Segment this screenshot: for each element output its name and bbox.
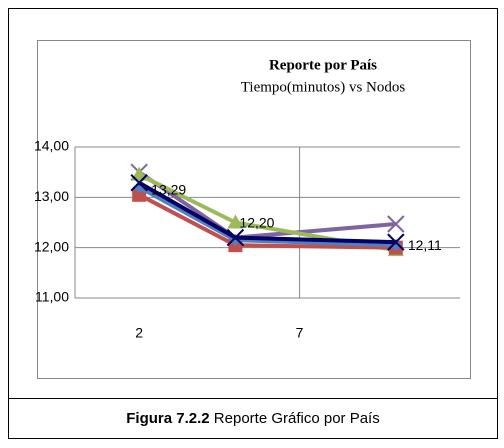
marker xyxy=(130,174,148,192)
x-tick-label: 7 xyxy=(296,325,304,341)
caption: Figura 7.2.2 Reporte Gráfico por País xyxy=(126,410,379,427)
marker xyxy=(387,233,405,251)
marker xyxy=(226,228,245,247)
data-label: 13,29 xyxy=(151,181,186,197)
chart-title: Reporte por País xyxy=(269,57,377,73)
marker xyxy=(227,214,244,229)
chart-area xyxy=(37,40,471,379)
caption-label: Figura 7.2.2 xyxy=(126,410,209,427)
data-label: 12,11 xyxy=(408,237,442,253)
y-tick-label: 14,00 xyxy=(34,138,69,154)
caption-text: Reporte Gráfico por País xyxy=(210,410,380,427)
y-tick-label: 13,00 xyxy=(34,188,69,204)
marker xyxy=(387,215,405,233)
y-tick-label: 11,00 xyxy=(35,289,69,305)
chart-subtitle: Tiempo(minutos) vs Nodos xyxy=(241,79,406,95)
marker xyxy=(131,166,148,181)
x-tick-label: 2 xyxy=(135,325,143,341)
y-tick-label: 12,00 xyxy=(34,238,69,254)
data-label: 12,20 xyxy=(239,214,274,230)
